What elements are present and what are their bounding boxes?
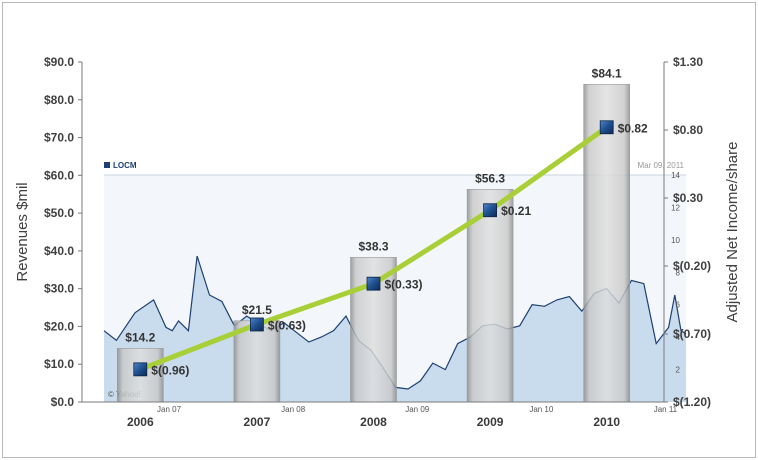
ticker-legend-swatch: [104, 162, 110, 168]
left-tick-label: $80.0: [44, 93, 74, 107]
inset-x-tick: Jan 08: [281, 405, 306, 414]
eps-point-label: $(0.96): [151, 363, 189, 377]
revenue-bar-label: $14.2: [125, 330, 155, 344]
inset-x-tick: Jan 10: [529, 405, 554, 414]
inset-x-tick: Jan 07: [157, 405, 182, 414]
inset-y-tick: 14: [671, 171, 680, 180]
revenue-bar-label: $21.5: [242, 303, 272, 317]
eps-marker: [249, 317, 264, 332]
inset-y-tick: 10: [671, 236, 680, 245]
right-tick-label: $(1.20): [673, 395, 711, 409]
category-label: 2008: [360, 415, 387, 429]
inset-y-tick: 6: [676, 301, 681, 310]
category-label: 2007: [244, 415, 271, 429]
left-tick-label: $90.0: [44, 55, 74, 69]
eps-marker: [483, 203, 498, 218]
inset-y-tick: 2: [676, 366, 681, 375]
inset-y-tick: 4: [676, 333, 681, 342]
left-tick-label: $50.0: [44, 206, 74, 220]
inset-y-tick: 8: [676, 268, 681, 277]
inset-x-tick: Jan 09: [405, 405, 430, 414]
inset-y-tick: 12: [671, 203, 680, 212]
eps-point-label: $(0.33): [385, 278, 423, 292]
left-tick-label: $0.0: [51, 395, 75, 409]
category-label: 2006: [127, 415, 154, 429]
inset-date: Mar 09, 2011: [637, 161, 684, 170]
right-axis-title: Adjusted Net Income/share: [724, 142, 741, 323]
revenue-bar: [466, 189, 514, 403]
revenue-bar-label: $38.3: [358, 239, 388, 253]
eps-marker: [599, 120, 614, 135]
revenue-bar-label: $56.3: [475, 171, 505, 185]
eps-marker: [366, 276, 381, 291]
right-tick-label: $0.30: [673, 191, 703, 205]
left-tick-label: $40.0: [44, 244, 74, 258]
category-label: 2010: [593, 415, 620, 429]
revenue-bar-label: $84.1: [592, 66, 622, 80]
ticker-label: LOCM: [113, 161, 137, 170]
revenue-bar: [233, 320, 281, 403]
left-tick-label: $20.0: [44, 319, 74, 333]
right-tick-label: $0.80: [673, 123, 703, 137]
left-tick-label: $70.0: [44, 131, 74, 145]
eps-point-label: $0.82: [618, 121, 648, 135]
left-tick-label: $60.0: [44, 168, 74, 182]
left-tick-label: $30.0: [44, 282, 74, 296]
inset-x-tick: Jan 11: [654, 405, 678, 414]
right-tick-label: $1.30: [673, 55, 703, 69]
eps-marker: [133, 362, 148, 377]
eps-point-label: $(0.63): [268, 318, 306, 332]
right-tick-label: $(0.70): [673, 327, 711, 341]
eps-point-label: $0.21: [501, 204, 531, 218]
left-tick-label: $10.0: [44, 357, 74, 371]
category-label: 2009: [477, 415, 504, 429]
right-tick-label: $(0.20): [673, 259, 711, 273]
left-axis-title: Revenues $mil: [14, 182, 31, 281]
